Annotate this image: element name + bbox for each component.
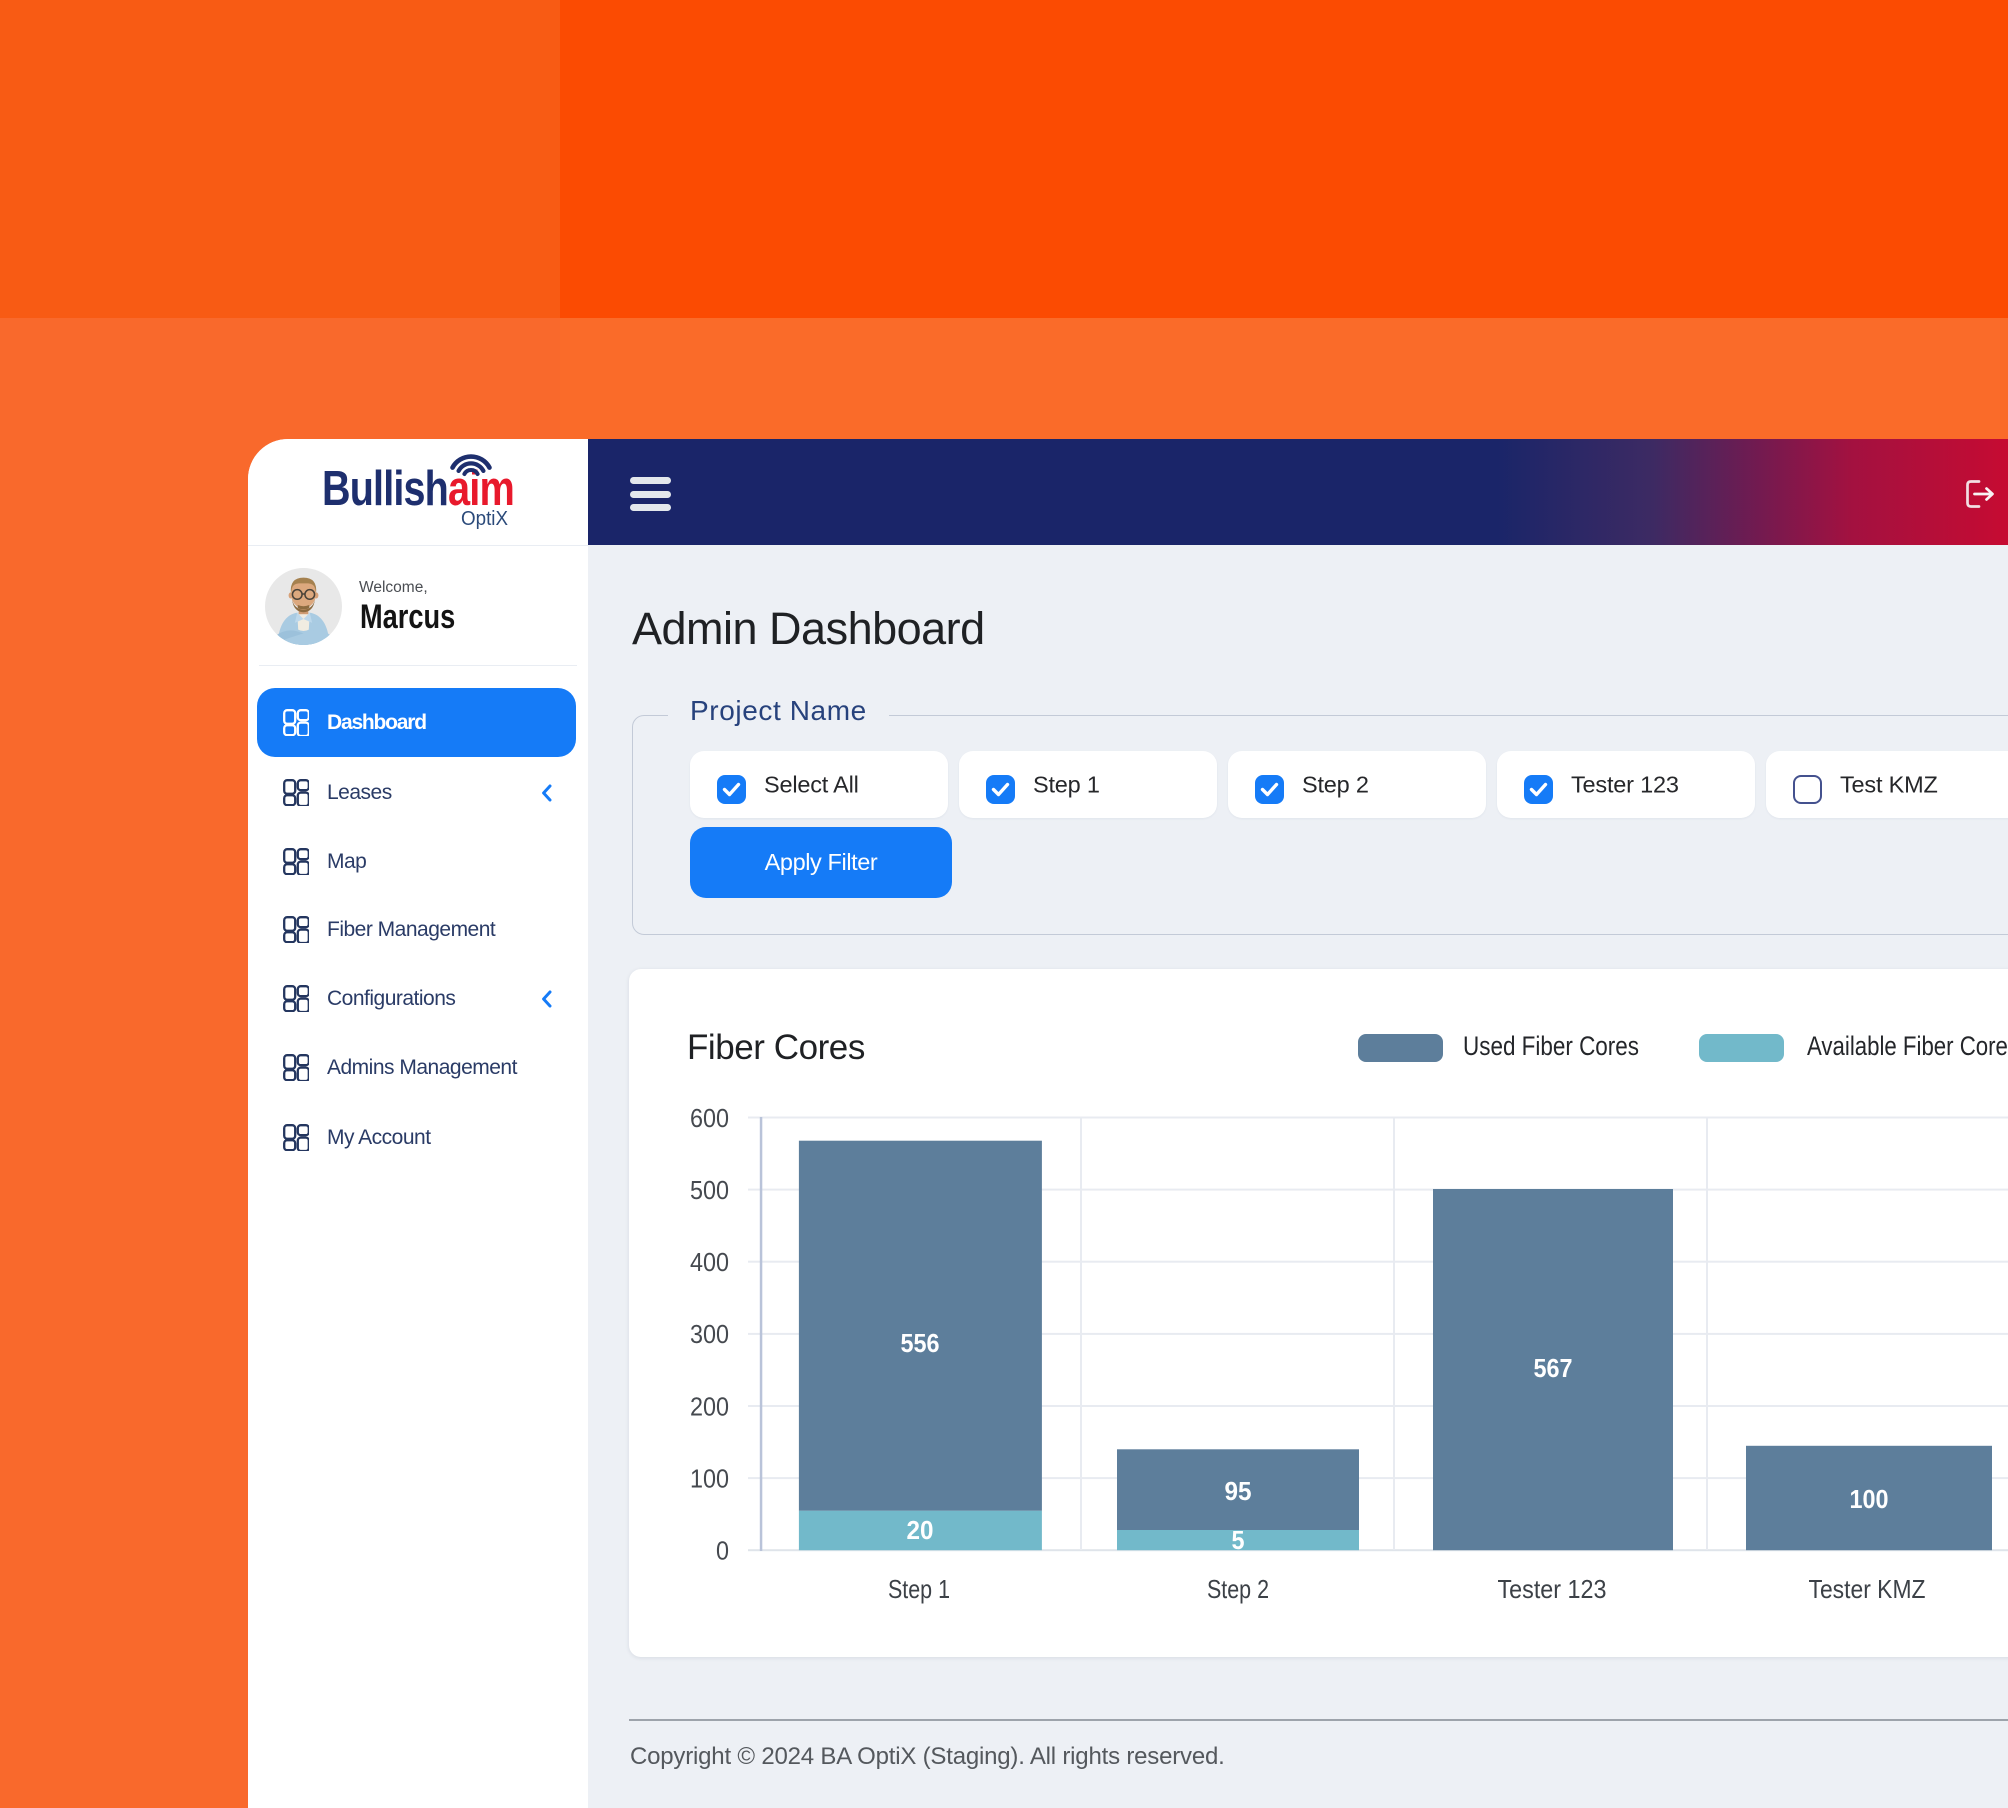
svg-text:300: 300 (690, 1319, 729, 1349)
svg-text:556: 556 (901, 1328, 940, 1358)
svg-text:500: 500 (690, 1175, 729, 1205)
svg-text:20: 20 (907, 1515, 934, 1545)
svg-text:200: 200 (690, 1391, 729, 1421)
svg-text:Used Fiber Cores: Used Fiber Cores (1463, 1031, 1639, 1061)
svg-text:5: 5 (1232, 1525, 1245, 1555)
svg-text:95: 95 (1225, 1476, 1252, 1506)
svg-text:Tester KMZ: Tester KMZ (1809, 1574, 1926, 1604)
svg-text:Bullish: Bullish (322, 462, 448, 516)
svg-text:400: 400 (690, 1247, 729, 1277)
svg-text:Tester 123: Tester 123 (1498, 1574, 1607, 1604)
svg-text:Step 2: Step 2 (1207, 1574, 1269, 1604)
svg-text:100: 100 (1850, 1484, 1889, 1514)
svg-text:567: 567 (1534, 1353, 1573, 1383)
svg-text:0: 0 (716, 1536, 729, 1566)
svg-text:Step 1: Step 1 (888, 1574, 950, 1604)
svg-text:100: 100 (690, 1463, 729, 1493)
svg-text:OptiX: OptiX (461, 508, 508, 530)
svg-text:600: 600 (690, 1103, 729, 1133)
svg-text:Available Fiber Cores: Available Fiber Cores (1807, 1031, 2008, 1061)
